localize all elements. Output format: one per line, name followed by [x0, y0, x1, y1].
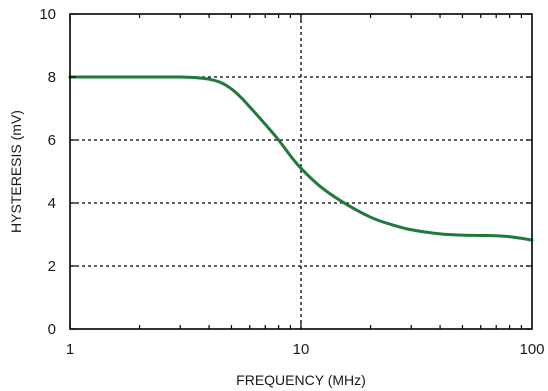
x-axis-title: FREQUENCY (MHz): [236, 372, 366, 388]
series-layer: [68, 75, 534, 242]
tick-marks: [69, 13, 532, 330]
x-tick-labels: 1 10 100: [66, 341, 545, 358]
y-tick-label-10: 10: [39, 6, 56, 23]
x-tick-label-10: 10: [293, 341, 310, 358]
y-axis-title: HYSTERESIS (mV): [8, 110, 24, 233]
series-line-0: [68, 75, 534, 242]
y-tick-label-6: 6: [48, 132, 56, 149]
grid-lines: [70, 14, 532, 329]
y-tick-label-2: 2: [48, 258, 56, 275]
y-tick-labels: 0 2 4 6 8 10: [39, 6, 56, 338]
y-tick-label-0: 0: [48, 321, 56, 338]
x-tick-label-100: 100: [519, 341, 544, 358]
x-tick-label-1: 1: [66, 341, 74, 358]
y-tick-label-8: 8: [48, 69, 56, 86]
y-tick-label-4: 4: [48, 195, 56, 212]
